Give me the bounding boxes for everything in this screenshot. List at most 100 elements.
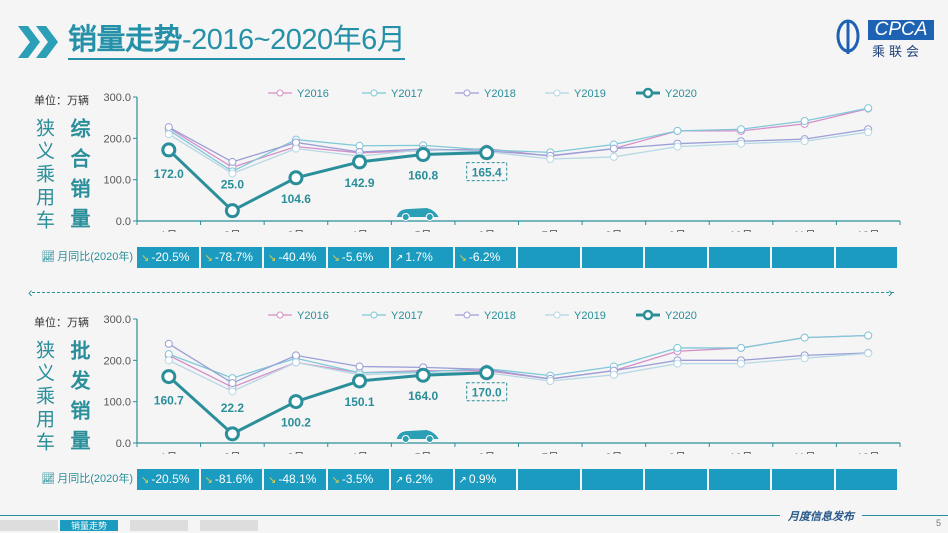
data-point-Y2020 [479,145,495,161]
data-point-Y2020 [161,369,177,385]
trend-down-icon: ↘ [331,475,340,486]
legend-label: Y2020 [665,310,697,322]
data-point-Y2019 [800,354,809,363]
trend-down-icon: ↘ [268,253,277,264]
yoy-cell: ↗ 0.9% [454,469,516,490]
yoy-cell-empty [772,247,834,268]
data-point-Y2018 [228,157,237,166]
data-point-Y2018 [355,362,364,371]
data-label: 142.9 [345,176,375,190]
page-title: 销量走势-2016~2020年6月 [68,22,406,60]
data-point-Y2017 [800,333,809,342]
side-label: 狭义乘用车 [33,118,54,233]
x-tick-label: 7月 [542,230,559,232]
x-tick-label: 3月 [287,230,304,232]
trend-up-icon: ↗ [395,475,404,486]
x-tick-label: 6月 [478,230,495,232]
trend-down-icon: ↘ [204,475,213,486]
data-point-Y2019 [609,370,618,379]
x-tick-label: 4月 [351,452,368,454]
trend-chart-icon: 📈︎ [41,251,56,263]
section-divider [32,292,894,293]
series-line-Y2016 [168,107,869,168]
data-point-Y2017 [673,343,682,352]
series-line-Y2017 [168,334,869,379]
data-point-Y2020 [288,394,304,410]
x-tick-label: 10月 [729,452,752,454]
line-chart: 0.0 100.0 200.0 300.0 1月 2月 3月 4月 5月 6月 7月 8月 9月 10月 1… [103,309,901,454]
yoy-cell: ↘ -20.5% [137,469,199,490]
series-line-Y2018 [168,343,869,384]
cpca-logo: CPCA 乘联会 [830,18,936,59]
series-line-Y2020 [167,148,487,213]
data-point-Y2019 [864,128,873,137]
footer-tab-active[interactable]: 销量走势 [60,520,118,531]
data-point-Y2018 [228,379,237,388]
footer-tab[interactable] [0,520,58,531]
unit-label: 单位：万辆 [34,95,89,107]
yoy-cell-empty [835,469,897,490]
trend-down-icon: ↘ [141,475,150,486]
y-tick-label: 300.0 [103,314,131,326]
footer-tab[interactable] [130,520,188,531]
data-point-Y2019 [864,349,873,358]
legend-label: Y2019 [574,310,606,322]
x-tick-label: 9月 [669,452,686,454]
y-tick-label: 0.0 [116,438,131,450]
data-point-Y2017 [737,125,746,134]
legend-label: Y2016 [297,88,329,100]
yoy-cell: ↘ -3.5% [327,469,389,490]
legend-item: Y2018 [455,310,516,322]
trend-down-icon: ↘ [204,253,213,264]
y-tick-label: 200.0 [103,133,131,145]
data-point-Y2020 [352,373,368,389]
data-label: 172.0 [154,167,184,181]
data-label: 150.1 [345,395,375,409]
legend-label: Y2017 [391,310,423,322]
data-label: 25.0 [221,178,245,192]
legend-item: Y2017 [362,310,423,322]
series-line-Y2018 [168,126,869,163]
x-tick-label: 12月 [857,230,880,232]
page-number: 5 [936,518,942,528]
series-line-Y2019 [168,131,869,175]
legend-item: Y2020 [636,87,697,100]
car-icon [396,430,439,443]
yoy-cell-empty [708,247,770,268]
legend-item: Y2019 [545,310,606,322]
car-icon [396,208,439,221]
x-tick-label: 5月 [415,452,432,454]
y-tick-label: 100.0 [103,175,131,187]
arrow-left-icon: ‹ [28,284,33,300]
yoy-cell-empty [708,469,770,490]
yoy-label: 📈︎ 月同比(2020年) [35,247,137,268]
data-label: 170.0 [472,386,502,400]
yoy-cell-empty [645,469,707,490]
yoy-cell: ↗ 6.2% [391,469,453,490]
x-tick-label: 6月 [478,452,495,454]
data-label: 165.4 [472,166,502,180]
trend-down-icon: ↘ [141,253,150,264]
data-point-Y2017 [864,104,873,113]
metric-label: 批发销量 [67,340,89,460]
yoy-row: 📈︎ 月同比(2020年) ↘ -20.5% ↘ -78.7% ↘ -40.4% ↘ -5.6% ↗… [35,247,899,268]
data-point-Y2018 [291,351,300,360]
footer-tab[interactable] [200,520,258,531]
trend-up-icon: ↗ [395,253,404,264]
x-tick-label: 2月 [224,230,241,232]
chevron-icon [18,26,58,58]
data-point-Y2020 [224,426,240,442]
y-tick-label: 200.0 [103,355,131,367]
data-point-Y2019 [164,356,173,365]
x-tick-label: 12月 [857,452,880,454]
legend-item: Y2020 [636,309,697,322]
legend-item: Y2016 [268,310,329,322]
data-point-Y2020 [415,147,431,163]
highlight-box [466,162,508,182]
data-point-Y2020 [288,170,304,186]
x-tick-label: 1月 [160,230,177,232]
data-point-Y2017 [673,126,682,135]
series-line-Y2017 [168,107,869,173]
footer-tagline: 月度信息发布 [780,508,862,524]
data-point-Y2017 [800,116,809,125]
